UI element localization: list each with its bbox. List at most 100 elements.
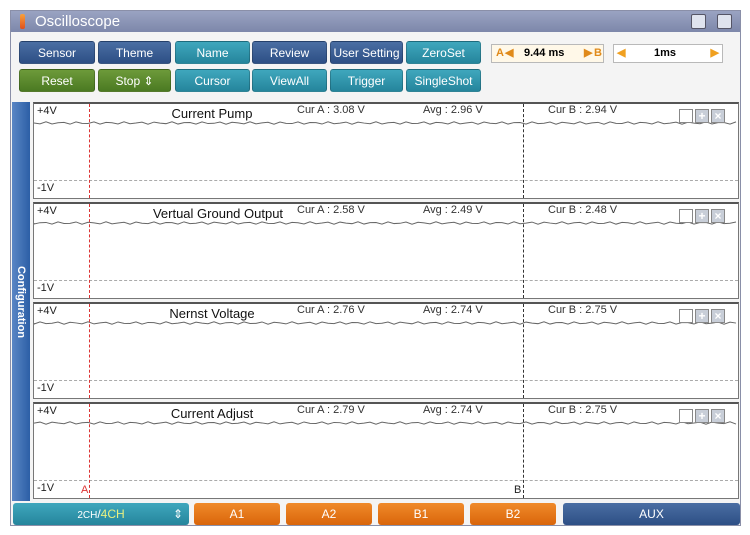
stop-label: Stop (115, 74, 141, 88)
plus-icon[interactable]: + (695, 209, 709, 223)
name-button[interactable]: Name (175, 41, 250, 64)
scale-bottom-label: -1V (37, 282, 55, 294)
viewall-button[interactable]: ViewAll (252, 69, 327, 92)
cursor-a-line[interactable] (89, 104, 90, 198)
stop-select[interactable]: Stop ⇕ (98, 69, 171, 92)
plus-icon[interactable]: + (695, 109, 709, 123)
cursor-a-marker[interactable]: A (81, 484, 89, 496)
avg-value: Avg : 2.96 V (423, 104, 483, 116)
cursor-a-line[interactable] (89, 204, 90, 298)
cursor-a-line[interactable] (89, 404, 90, 498)
scale-bottom-label: -1V (37, 182, 55, 194)
scale-bottom-label: -1V (37, 482, 55, 494)
baseline-grid (34, 280, 738, 281)
scale-top-label: +4V (37, 105, 57, 117)
configuration-tab[interactable]: Configuration (12, 102, 30, 501)
increase-icon[interactable]: ▶ (710, 47, 719, 59)
mode-separator: / (97, 507, 101, 521)
updown-icon: ⇕ (143, 74, 154, 88)
channel-name: Current Adjust (170, 406, 254, 421)
a2-button[interactable]: A2 (286, 503, 372, 525)
cursor-button[interactable]: Cursor (175, 69, 250, 92)
select-checkbox[interactable] (679, 409, 693, 423)
sensor-button[interactable]: Sensor (19, 41, 95, 64)
title-bar: Oscilloscope (11, 11, 740, 32)
channel-panel: +4V -1V Vertual Ground Output Cur A : 2.… (33, 202, 739, 299)
channel-panel: +4V -1V Nernst Voltage Cur A : 2.76 V Av… (33, 302, 739, 399)
user-setting-button[interactable]: User Setting (330, 41, 403, 64)
cursor-b-label: B (594, 47, 602, 59)
cursor-b-line[interactable] (523, 204, 524, 298)
channel-mode-select[interactable]: 2CH/4CH ⇕ (13, 503, 189, 525)
channel-panel: +4V -1V Current Pump Cur A : 3.08 V Avg … (33, 102, 739, 199)
trigger-button[interactable]: Trigger (330, 69, 403, 92)
time-div-value[interactable]: 1ms (654, 47, 677, 59)
select-checkbox[interactable] (679, 309, 693, 323)
zeroset-button[interactable]: ZeroSet (406, 41, 481, 64)
scale-top-label: +4V (37, 405, 57, 417)
plus-icon[interactable]: + (695, 409, 709, 423)
cur-b-value: Cur B : 2.75 V (548, 304, 618, 316)
a1-button[interactable]: A1 (194, 503, 280, 525)
reset-button[interactable]: Reset (19, 69, 95, 92)
signal-trace (34, 321, 737, 325)
signal-trace (34, 121, 737, 125)
singleshot-button[interactable]: SingleShot (406, 69, 481, 92)
cursor-a-line[interactable] (89, 304, 90, 398)
select-checkbox[interactable] (679, 209, 693, 223)
time-div-control: ◀ 1ms ▶ (613, 44, 723, 63)
cur-a-value: Cur A : 2.79 V (297, 404, 365, 416)
scale-bottom-label: -1V (37, 382, 55, 394)
b2-button[interactable]: B2 (470, 503, 556, 525)
signal-trace (34, 421, 737, 425)
cursor-time-value: 9.44 ms (524, 47, 565, 59)
close-icon[interactable]: × (711, 409, 725, 423)
baseline-grid (34, 380, 738, 381)
cur-b-value: Cur B : 2.94 V (548, 104, 618, 116)
baseline-grid (34, 180, 738, 181)
oscilloscope-window: Oscilloscope Sensor Theme Name Review Us… (10, 10, 741, 526)
baseline-grid (34, 480, 738, 481)
close-icon[interactable]: × (711, 309, 725, 323)
cursor-a-label: A (496, 47, 504, 59)
channel-name: Current Pump (171, 106, 253, 121)
aux-button[interactable]: AUX (563, 503, 740, 525)
close-icon[interactable]: × (711, 209, 725, 223)
cur-a-value: Cur A : 3.08 V (297, 104, 365, 116)
signal-trace (34, 221, 737, 225)
cur-b-value: Cur B : 2.75 V (548, 404, 618, 416)
cursor-b-line[interactable] (523, 104, 524, 198)
configuration-label: Configuration (15, 265, 27, 338)
cur-a-value: Cur A : 2.76 V (297, 304, 365, 316)
menu-icon[interactable] (717, 14, 732, 29)
close-icon[interactable]: × (711, 109, 725, 123)
cursor-b-line[interactable] (523, 304, 524, 398)
cursor-b-line[interactable] (523, 404, 524, 498)
restore-icon[interactable] (691, 14, 706, 29)
avg-value: Avg : 2.74 V (423, 304, 483, 316)
plus-icon[interactable]: + (695, 309, 709, 323)
mode-2ch: 2CH (77, 510, 98, 521)
channel-name: Nernst Voltage (169, 306, 255, 321)
window-title: Oscilloscope (35, 13, 121, 30)
b1-button[interactable]: B1 (378, 503, 464, 525)
mode-4ch: 4CH (100, 507, 125, 521)
channel-name: Vertual Ground Output (152, 206, 284, 221)
cursor-b-marker[interactable]: B (514, 484, 522, 496)
cursor-time-display: A ◀ 9.44 ms ▶ B (491, 44, 604, 63)
arrow-right-icon: ▶ (584, 47, 593, 59)
theme-button[interactable]: Theme (98, 41, 171, 64)
updown-icon: ⇕ (172, 507, 183, 521)
scale-top-label: +4V (37, 305, 57, 317)
cur-b-value: Cur B : 2.48 V (548, 204, 618, 216)
scale-top-label: +4V (37, 205, 57, 217)
app-icon (20, 14, 25, 29)
avg-value: Avg : 2.74 V (423, 404, 483, 416)
cur-a-value: Cur A : 2.58 V (297, 204, 365, 216)
review-button[interactable]: Review (252, 41, 327, 64)
channel-panel: +4V -1V Current Adjust Cur A : 2.79 V Av… (33, 402, 739, 499)
avg-value: Avg : 2.49 V (423, 204, 483, 216)
arrow-left-icon: ◀ (505, 47, 514, 59)
select-checkbox[interactable] (679, 109, 693, 123)
decrease-icon[interactable]: ◀ (617, 47, 626, 59)
